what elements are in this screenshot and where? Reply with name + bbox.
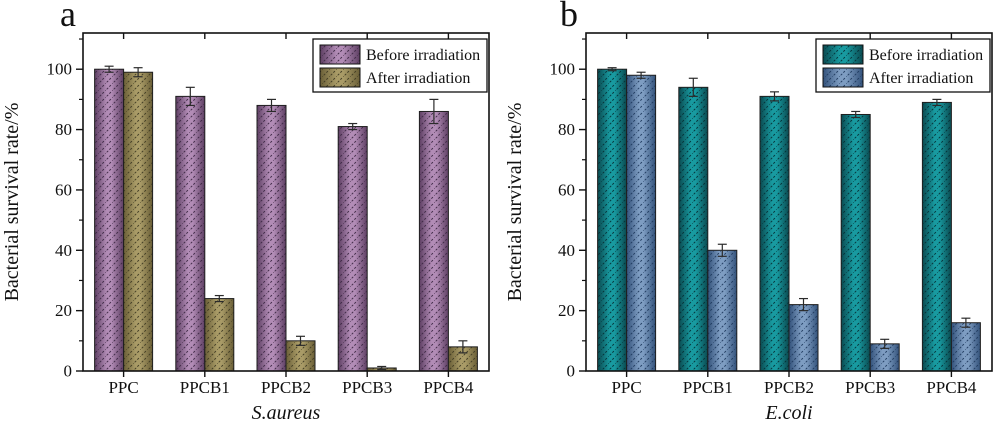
y-axis-label: Bacterial survival rate/% [1, 103, 23, 302]
bar-hatch-overlay [840, 113, 871, 372]
legend: Before irradiation After irradiation [312, 38, 488, 93]
x-category-label: PPCB4 [926, 378, 977, 397]
x-category-label: PPCB3 [342, 378, 392, 397]
bar-hatch-overlay [788, 304, 819, 372]
bar-hatch-overlay [123, 71, 154, 372]
error-bar [961, 317, 971, 328]
y-tick-label: 20 [558, 301, 575, 320]
y-tick-label: 60 [558, 180, 575, 199]
y-tick-label: 40 [55, 241, 72, 260]
legend-swatch-hatch [319, 67, 361, 88]
legend-label: After irradiation [869, 70, 973, 87]
x-axis-label: E.coli [764, 402, 812, 424]
panel-label-b: b [560, 0, 578, 34]
error-bar [770, 91, 779, 102]
legend-swatch-hatch [822, 44, 864, 65]
error-bar [717, 243, 727, 257]
legend-swatch-hatch [822, 67, 864, 88]
error-bar [104, 65, 114, 73]
error-bar [932, 98, 942, 107]
y-tick-label: 0 [64, 362, 73, 381]
y-axis: 0 20 40 60 80 100 [550, 38, 586, 381]
error-bar [377, 365, 387, 371]
error-bar [458, 340, 468, 354]
bar-hatch-overlay [204, 298, 235, 372]
error-bar [133, 67, 143, 78]
bar-hatch-overlay [950, 322, 981, 372]
bar-hatch-overlay [256, 104, 287, 372]
error-bar [214, 294, 224, 303]
y-axis-label: Bacterial survival rate/% [504, 103, 526, 302]
bar-hatch-overlay [707, 249, 738, 372]
x-category-label: PPCB1 [683, 378, 733, 397]
error-bar [851, 110, 861, 119]
bar-hatch-overlay [626, 74, 657, 372]
x-category-label: PPCB1 [180, 378, 230, 397]
error-bar [185, 86, 195, 107]
error-bar [688, 77, 698, 97]
x-axis-label: S.aureus [252, 402, 321, 424]
x-category-label: PPCB4 [423, 378, 474, 397]
bar-hatch-overlay [921, 101, 952, 372]
bars-group [94, 65, 478, 372]
x-category-label: PPCB3 [845, 378, 895, 397]
x-axis: PPC PPCB1 PPCB2 PPCB3 PPCB4 [108, 33, 474, 397]
legend-label: Before irradiation [869, 47, 983, 64]
y-axis: 0 20 40 60 80 100 [47, 38, 83, 381]
bar-hatch-overlay [337, 126, 368, 372]
error-bar [880, 338, 890, 349]
x-category-label: PPCB2 [764, 378, 814, 397]
bar-hatch-overlay [759, 95, 790, 372]
bar-hatch-overlay [94, 68, 125, 372]
y-tick-label: 100 [550, 60, 576, 79]
legend-label: Before irradiation [366, 47, 480, 64]
chart-b-bar-chart: 0 20 40 60 80 100 PPC PPCB1 PPCB2 PPCB3 PPCB4 Bacte… [504, 32, 993, 424]
x-category-label: PPC [108, 378, 138, 397]
bar-hatch-overlay [175, 95, 206, 372]
y-tick-label: 60 [55, 180, 72, 199]
y-tick-label: 100 [47, 60, 73, 79]
bar-hatch-overlay [418, 110, 449, 372]
y-tick-label: 40 [558, 241, 575, 260]
bar-hatch-overlay [597, 68, 628, 372]
y-tick-label: 80 [558, 120, 575, 139]
error-bar [296, 335, 305, 346]
legend-swatch-hatch [319, 44, 361, 65]
bars-group [597, 67, 981, 372]
error-bar [429, 98, 439, 125]
panel-label-a: a [60, 0, 76, 34]
error-bar [636, 71, 646, 79]
legend: Before irradiation After irradiation [815, 38, 991, 93]
error-bar [267, 98, 276, 113]
y-tick-label: 80 [55, 120, 72, 139]
x-axis: PPC PPCB1 PPCB2 PPCB3 PPCB4 [611, 33, 977, 397]
x-category-label: PPCB2 [261, 378, 311, 397]
error-bar [348, 122, 358, 131]
error-bar [799, 297, 808, 312]
y-tick-label: 0 [567, 362, 576, 381]
bar-hatch-overlay [678, 86, 709, 372]
y-tick-label: 20 [55, 301, 72, 320]
chart-a-bar-chart: 0 20 40 60 80 100 PPC PPCB1 PPCB2 PPCB3 PPCB4 Bacte… [1, 32, 490, 424]
error-bar [607, 67, 617, 72]
x-category-label: PPC [611, 378, 641, 397]
legend-label: After irradiation [366, 70, 470, 87]
